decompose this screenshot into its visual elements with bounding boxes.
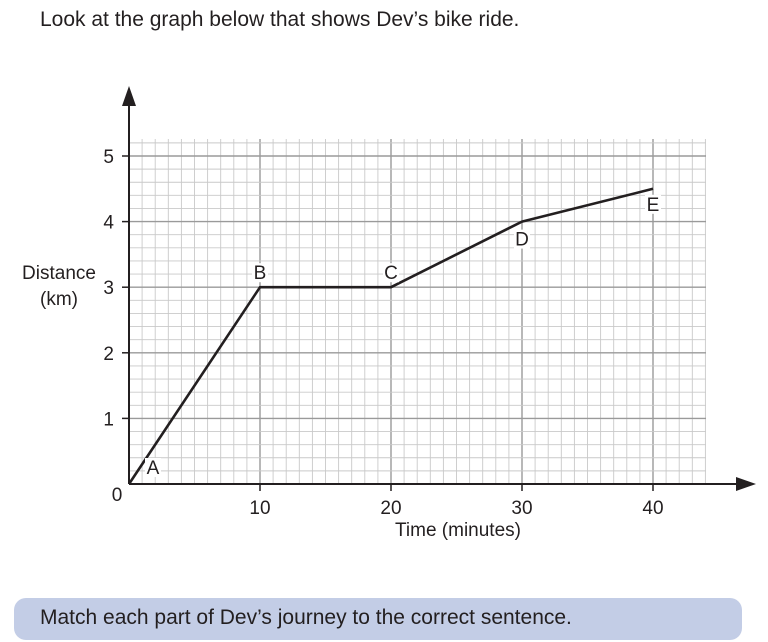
x-axis-arrow <box>736 477 756 491</box>
point-label-bg <box>383 263 399 283</box>
point-label-bg <box>252 263 268 283</box>
y-tick-label: 4 <box>103 213 114 234</box>
ticks: 10 20 30 40 1 2 3 4 5 0 <box>103 147 663 519</box>
x-tick-label: 20 <box>380 498 401 519</box>
y-tick-label: 2 <box>103 344 114 365</box>
x-tick-label: 10 <box>249 498 270 519</box>
y-axis-title-line: (km) <box>40 289 78 310</box>
y-tick-label: 3 <box>103 278 114 299</box>
grid <box>129 139 706 484</box>
axes <box>122 86 756 491</box>
point-label-a: A <box>147 458 160 479</box>
instruction-banner: Match each part of Dev’s journey to the … <box>14 598 742 640</box>
axis-titles: Time (minutes) Distance (km) <box>22 263 521 541</box>
point-label-b: B <box>254 263 267 284</box>
x-axis-title: Time (minutes) <box>395 520 521 541</box>
point-label-c: C <box>384 263 398 284</box>
distance-time-graph: 10 20 30 40 1 2 3 4 5 0 A B C D E Time (minutes) Dista… <box>22 86 756 541</box>
y-tick-label: 5 <box>103 147 114 168</box>
y-axis-title-line: Distance <box>22 263 96 284</box>
point-label-bg <box>645 194 661 214</box>
point-labels: A B C D E <box>145 194 661 479</box>
x-tick-label: 40 <box>642 498 663 519</box>
point-label-e: E <box>647 195 660 216</box>
intro-text: Look at the graph below that shows Dev’s… <box>40 8 520 31</box>
point-label-bg <box>514 229 530 249</box>
point-label-bg <box>145 458 161 477</box>
point-label-d: D <box>515 230 529 251</box>
x-tick-label: 30 <box>511 498 532 519</box>
journey-series <box>127 187 654 485</box>
origin-label: 0 <box>112 485 123 506</box>
journey-line <box>127 187 654 485</box>
y-axis-arrow <box>122 86 136 106</box>
y-tick-label: 1 <box>103 409 114 430</box>
